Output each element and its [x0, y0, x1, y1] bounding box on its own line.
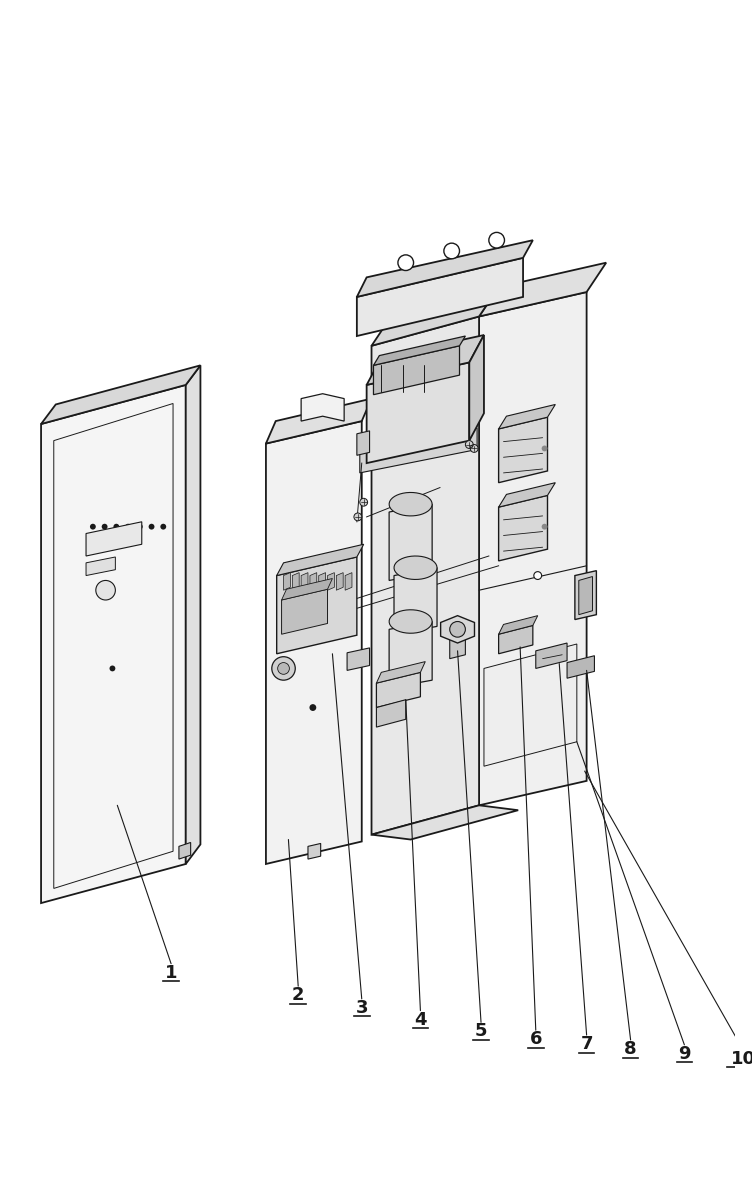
Polygon shape [186, 365, 201, 864]
Circle shape [114, 523, 120, 529]
Polygon shape [347, 648, 369, 671]
Polygon shape [374, 346, 459, 395]
Polygon shape [357, 258, 523, 336]
Polygon shape [281, 578, 332, 600]
Polygon shape [284, 572, 290, 590]
Polygon shape [266, 421, 362, 864]
Polygon shape [579, 576, 593, 614]
Polygon shape [567, 655, 594, 678]
Circle shape [90, 523, 96, 529]
Polygon shape [281, 589, 328, 635]
Circle shape [96, 581, 115, 600]
Polygon shape [301, 394, 344, 421]
Polygon shape [179, 842, 191, 859]
Circle shape [359, 498, 368, 506]
Polygon shape [277, 545, 364, 576]
Polygon shape [394, 556, 437, 580]
Circle shape [309, 704, 317, 710]
Text: 10: 10 [730, 1050, 752, 1068]
Circle shape [277, 662, 290, 674]
Circle shape [160, 523, 166, 529]
Polygon shape [367, 362, 469, 463]
Polygon shape [357, 431, 369, 455]
Polygon shape [367, 335, 484, 385]
Text: 6: 6 [529, 1030, 542, 1048]
Polygon shape [293, 572, 299, 590]
Polygon shape [390, 492, 432, 516]
Polygon shape [371, 287, 499, 346]
Circle shape [125, 523, 131, 529]
Polygon shape [86, 557, 115, 576]
Circle shape [465, 440, 473, 449]
Circle shape [398, 254, 414, 270]
Text: 3: 3 [356, 998, 368, 1016]
Text: 2: 2 [292, 986, 305, 1004]
Circle shape [354, 512, 362, 521]
Polygon shape [575, 571, 596, 619]
Polygon shape [359, 428, 477, 473]
Polygon shape [41, 385, 186, 904]
Polygon shape [469, 335, 484, 440]
Text: 7: 7 [581, 1036, 593, 1054]
Polygon shape [277, 557, 357, 654]
Polygon shape [371, 317, 479, 835]
Polygon shape [374, 336, 465, 365]
Polygon shape [86, 522, 142, 556]
Text: 8: 8 [624, 1040, 637, 1058]
Polygon shape [499, 418, 547, 482]
Polygon shape [441, 616, 475, 643]
Polygon shape [390, 610, 432, 634]
Polygon shape [308, 844, 320, 859]
Polygon shape [41, 365, 201, 424]
Circle shape [450, 622, 465, 637]
Polygon shape [535, 643, 567, 668]
Polygon shape [301, 572, 308, 590]
Polygon shape [336, 572, 343, 590]
Circle shape [271, 656, 296, 680]
Circle shape [444, 244, 459, 259]
Polygon shape [389, 622, 432, 688]
Circle shape [110, 666, 115, 671]
Circle shape [149, 523, 154, 529]
Circle shape [541, 445, 547, 451]
Circle shape [137, 523, 143, 529]
Polygon shape [479, 292, 587, 805]
Circle shape [470, 444, 478, 452]
Circle shape [541, 523, 547, 529]
Polygon shape [499, 496, 547, 560]
Polygon shape [389, 504, 432, 581]
Polygon shape [345, 572, 352, 590]
Circle shape [489, 233, 505, 248]
Text: 5: 5 [475, 1022, 487, 1040]
Polygon shape [377, 661, 426, 683]
Polygon shape [357, 240, 533, 296]
Text: 1: 1 [165, 964, 177, 982]
Text: 9: 9 [678, 1045, 690, 1063]
Polygon shape [310, 572, 317, 590]
Polygon shape [377, 700, 406, 727]
Polygon shape [319, 572, 326, 590]
Circle shape [102, 523, 108, 529]
Circle shape [534, 571, 541, 580]
Polygon shape [499, 404, 555, 428]
Polygon shape [484, 644, 577, 767]
Polygon shape [266, 398, 371, 444]
Polygon shape [479, 263, 606, 317]
Polygon shape [499, 625, 533, 654]
Polygon shape [371, 805, 518, 840]
Polygon shape [328, 572, 335, 590]
Polygon shape [377, 672, 420, 708]
Polygon shape [394, 568, 437, 635]
Polygon shape [499, 482, 555, 508]
Text: 4: 4 [414, 1010, 426, 1028]
Polygon shape [450, 635, 465, 659]
Polygon shape [499, 616, 538, 635]
